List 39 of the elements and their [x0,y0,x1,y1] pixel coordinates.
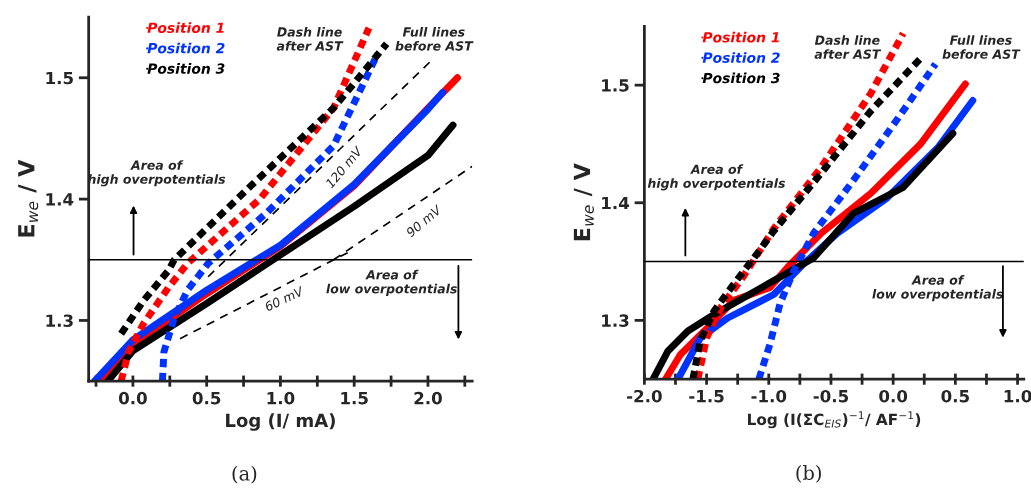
y-tick-label: 1.5 [602,79,629,92]
y-axis-title: E$_{we}$ / V [18,159,39,237]
x-tick-label: 1.0 [267,391,295,405]
annotation: Full lines before AST [395,26,474,51]
x-tick-label: -0.5 [813,389,849,403]
y-tick-label: 1.3 [602,314,629,327]
legend-label: Position 1 [147,22,224,34]
annotation: 60 mV [264,285,305,312]
annotation: Dash line after AST [814,35,882,59]
text: (a) [232,465,257,484]
annotation: Full lines before AST [942,35,1021,59]
annotation: Area of low overpotentials [872,275,1003,302]
y-axis-title: E$_{we}$ / V [573,163,594,241]
text: (b) [796,465,821,483]
legend-label: Position 1 [702,31,779,43]
x-tick-label: 0.0 [879,389,908,403]
y-tick-label: 1.4 [46,193,74,206]
annotation: Dash line after AST [276,26,344,51]
x-tick-label: -2.0 [627,389,662,403]
x-axis-title: Log (I(ΣC$_{EIS}$)$^{−1}$/ AF$^{−1}$) [748,411,921,429]
y-tick-label: 1.3 [46,314,73,328]
legend-label: Position 2 [702,52,780,63]
annotation: Area of low overpotentials [326,269,457,296]
x-tick-label: -1.5 [689,390,724,403]
x-tick-label: 1.5 [341,392,368,405]
legend-label: Position 3 [702,72,780,84]
legend-label: Position 3 [147,63,225,74]
x-tick-label: 1.0 [1004,389,1031,403]
x-tick-label: -1.0 [751,389,787,403]
x-tick-label: 2.0 [414,391,442,405]
legend-label: Position 2 [147,42,225,54]
x-axis-title: Log (I/ mA) [226,413,335,431]
y-tick-label: 1.5 [46,71,73,85]
x-tick-label: 0.0 [118,391,147,405]
annotation: 90 mV [405,204,443,238]
x-tick-label: 0.5 [941,389,969,403]
y-tick-label: 1.4 [602,196,630,210]
annotation: Area of high overpotentials [647,164,786,191]
x-tick-label: 0.5 [192,391,221,405]
